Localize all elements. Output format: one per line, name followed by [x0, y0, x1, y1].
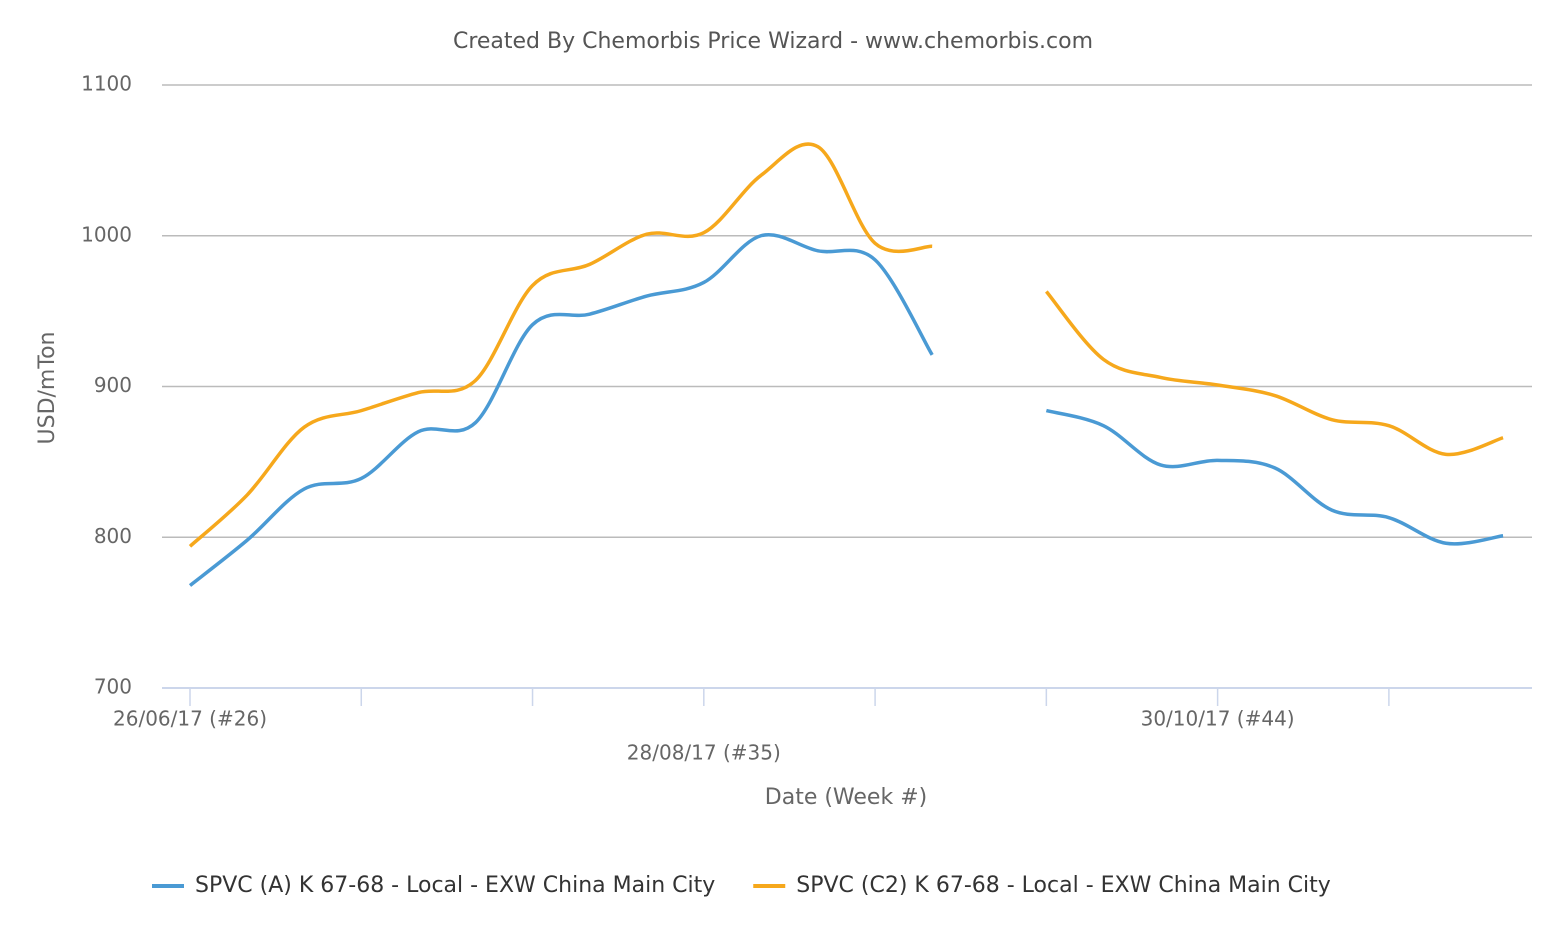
line-series	[188, 142, 1504, 548]
x-axis-label: Date (Week #)	[765, 785, 927, 810]
legend-label: SPVC (A) K 67-68 - Local - EXW China Mai…	[195, 873, 715, 898]
y-axis-label: USD/mTon	[35, 332, 60, 445]
chart-title: Created By Chemorbis Price Wizard - www.…	[453, 29, 1093, 54]
x-tick-label: 26/06/17 (#26)	[113, 707, 267, 731]
legend-label: SPVC (C2) K 67-68 - Local - EXW China Ma…	[796, 873, 1331, 898]
line-series	[188, 232, 1504, 587]
y-tick-label: 900	[94, 373, 132, 397]
x-tick-label: 28/08/17 (#35)	[627, 741, 781, 765]
y-tick-label: 700	[94, 675, 132, 699]
y-tick-label: 800	[94, 524, 132, 548]
x-tick-label: 30/10/17 (#44)	[1141, 707, 1295, 731]
y-tick-label: 1100	[81, 72, 132, 96]
y-tick-label: 1000	[81, 222, 132, 246]
